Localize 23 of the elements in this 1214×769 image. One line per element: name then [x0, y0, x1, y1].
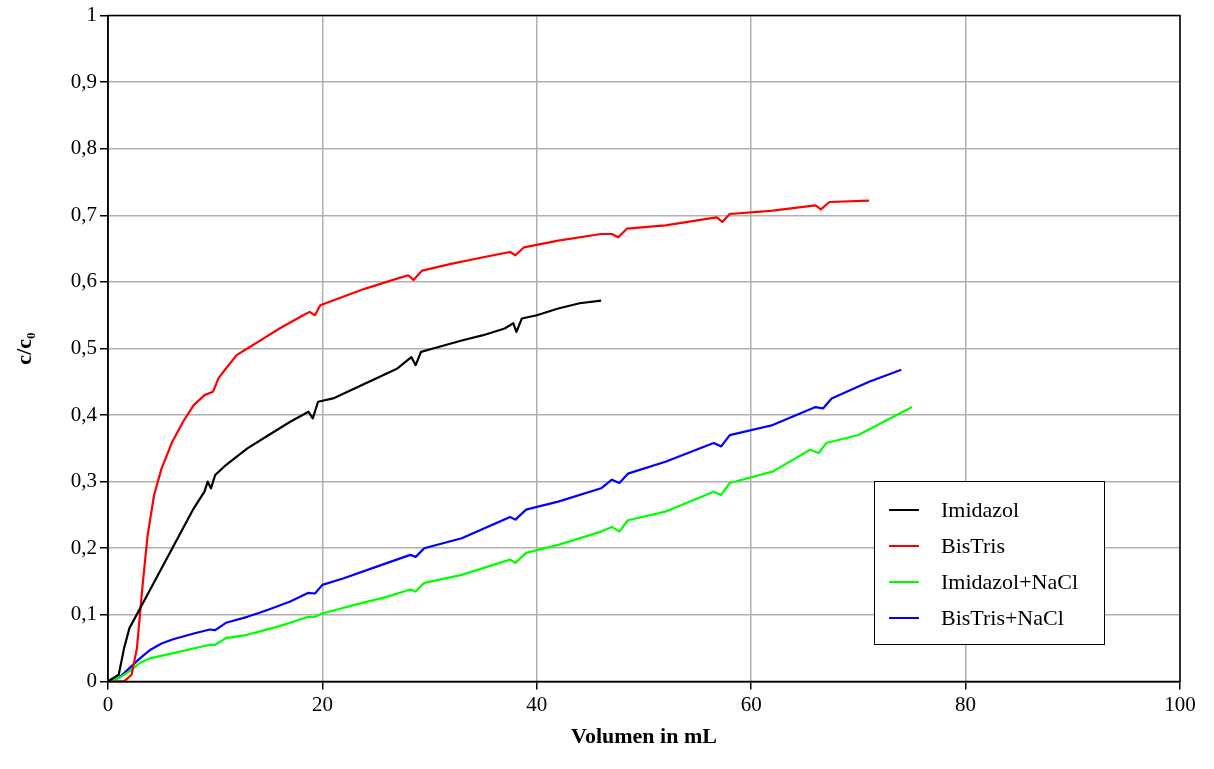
y-tick-label: 0,5 — [70, 335, 97, 360]
y-tick-label: 0,6 — [70, 268, 97, 293]
y-tick-label: 0,4 — [70, 401, 98, 426]
x-tick-label: 20 — [311, 691, 333, 716]
legend-label: BisTris+NaCl — [940, 605, 1064, 632]
x-tick-label: 40 — [526, 691, 548, 716]
y-tick-label: 0,8 — [70, 135, 97, 160]
y-tick-label: 0,1 — [70, 601, 97, 626]
x-tick-label: 100 — [1164, 691, 1196, 716]
y-tick-label: 0 — [86, 667, 97, 692]
legend-label: Imidazol+NaCl — [940, 569, 1078, 596]
y-tick-label: 0,3 — [70, 468, 97, 493]
y-axis-title: c/c₀ — [10, 331, 36, 365]
x-tick-label: 60 — [740, 691, 762, 716]
legend-label: Imidazol — [940, 497, 1020, 524]
y-tick-label: 0,9 — [70, 68, 97, 93]
x-axis-title: Volumen in mL — [571, 723, 717, 749]
x-tick-label: 0 — [102, 691, 114, 716]
x-tick-label: 80 — [955, 691, 977, 716]
y-tick-label: 0,2 — [70, 534, 97, 559]
y-tick-label: 1 — [86, 2, 97, 27]
legend-label: BisTris — [940, 533, 1005, 560]
y-tick-label: 0,7 — [70, 201, 97, 226]
